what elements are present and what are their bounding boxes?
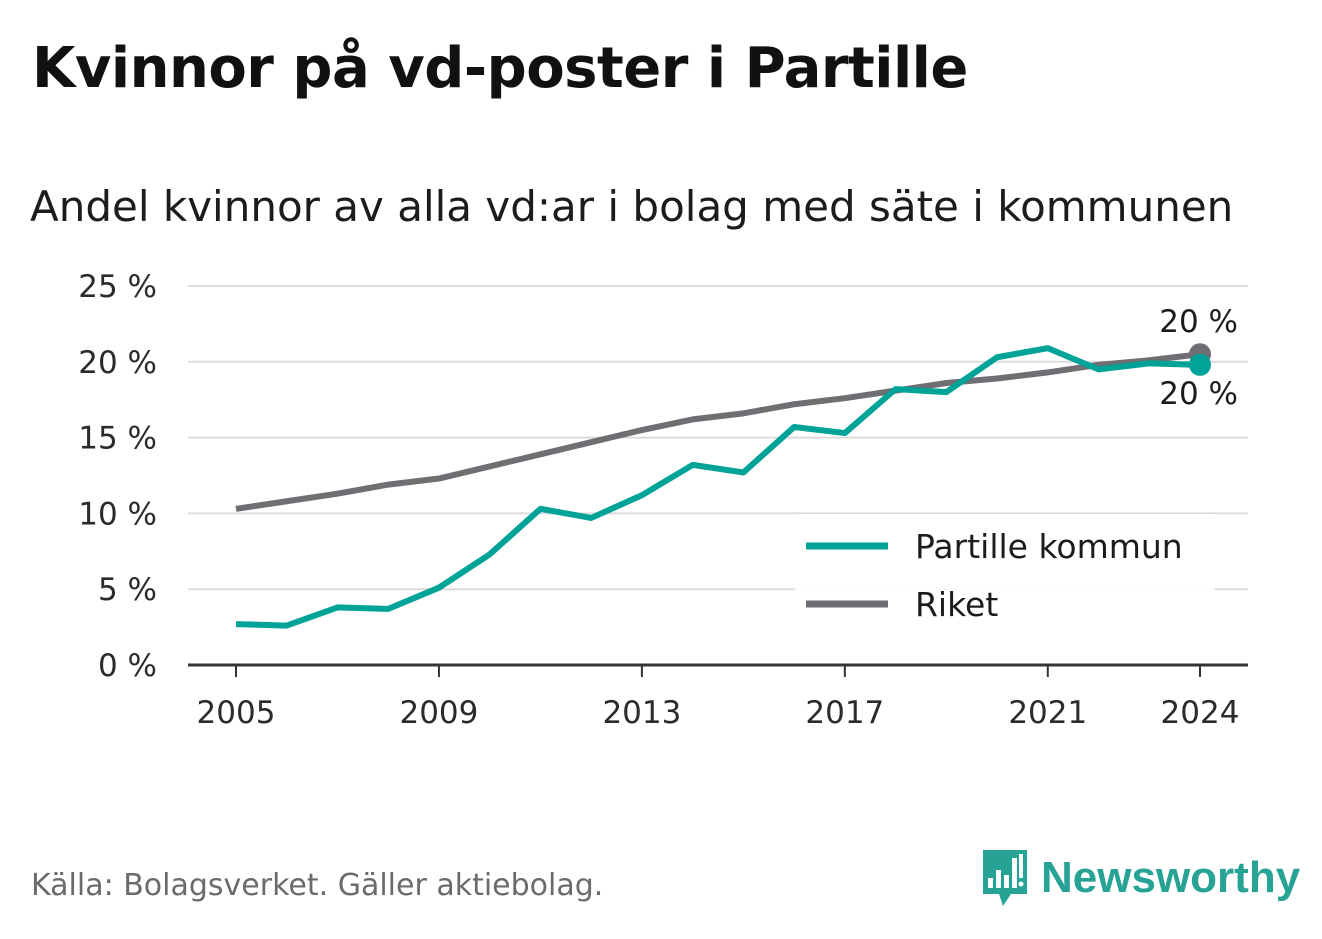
y-tick-label: 0 %: [98, 648, 157, 684]
y-tick-label: 15 %: [78, 421, 157, 457]
end-point-marker: [1189, 353, 1211, 376]
end-labels: 20 % 20 %: [1159, 304, 1238, 412]
legend-label: Riket: [915, 585, 998, 624]
legend: Partille kommun Riket: [795, 514, 1215, 634]
legend-label: Partille kommun: [915, 527, 1183, 566]
axes: 0 % 5 % 10 % 15 % 20 % 25 % 2005 2009 2013 2017 20…: [78, 269, 1248, 731]
source-note: Källa: Bolagsverket. Gäller aktiebolag.: [31, 868, 604, 903]
y-tick-label: 20 %: [78, 345, 157, 381]
series-line-partille-kommun: [235, 345, 1201, 629]
end-label-partille: 20 %: [1159, 376, 1238, 412]
y-tick-label: 10 %: [78, 496, 157, 532]
brand-name: Newsworthy: [1041, 853, 1301, 902]
y-tick-label: 5 %: [98, 572, 157, 608]
series-line-riket: [235, 351, 1201, 512]
series-lines: [235, 343, 1211, 629]
x-tick-label: 2009: [399, 695, 478, 731]
x-tick-label: 2024: [1161, 695, 1240, 731]
chart-title: Kvinnor på vd-poster i Partille: [32, 36, 968, 101]
x-tick-label: 2021: [1008, 695, 1087, 731]
end-label-riket: 20 %: [1159, 304, 1238, 340]
bar-chart-speech-bubble-icon: [983, 850, 1027, 906]
grid-lines: [188, 285, 1248, 591]
x-tick-label: 2013: [602, 695, 681, 731]
x-tick-label: 2017: [805, 695, 884, 731]
chart-subtitle: Andel kvinnor av alla vd:ar i bolag med …: [30, 182, 1234, 231]
legend-box: [795, 514, 1215, 634]
brand-logo: Newsworthy: [981, 848, 1300, 908]
x-tick-label: 2005: [197, 695, 276, 731]
y-tick-label: 25 %: [78, 269, 157, 305]
